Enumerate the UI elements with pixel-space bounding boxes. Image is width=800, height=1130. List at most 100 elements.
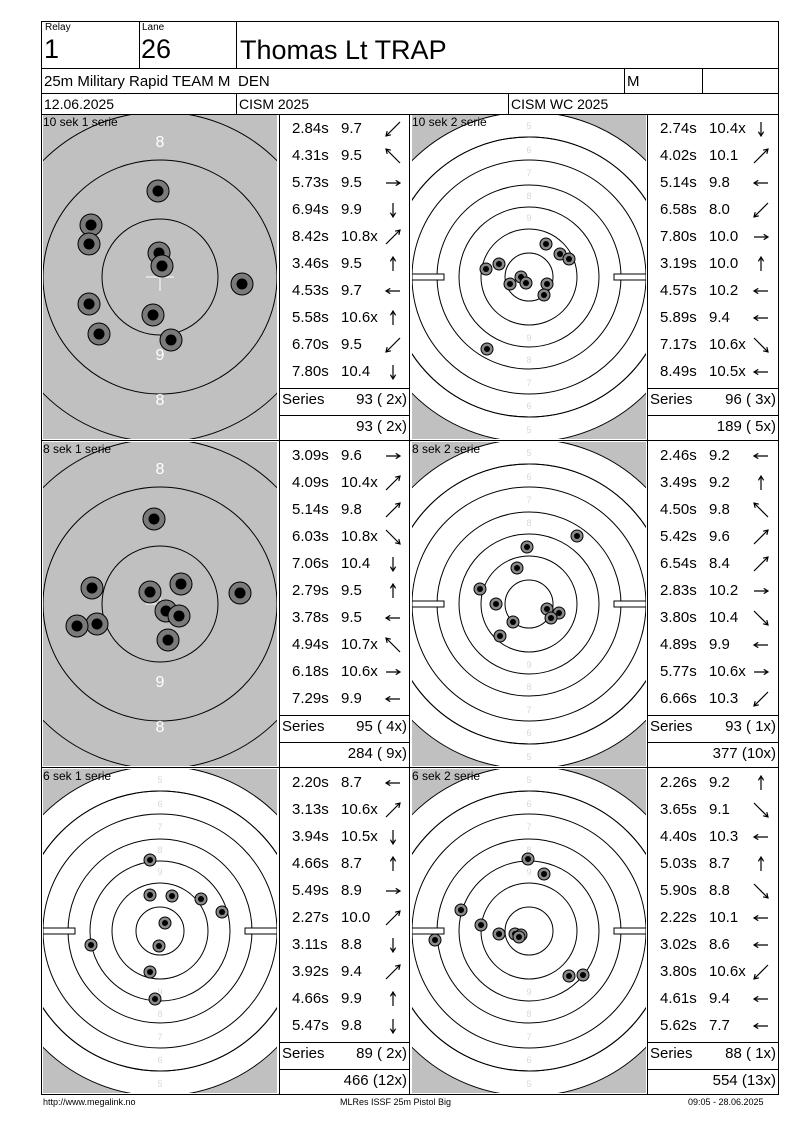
- shot-row: 3.65s 9.1: [648, 799, 778, 821]
- shot-score: 8.7: [341, 855, 362, 872]
- shot-score: 8.7: [341, 774, 362, 791]
- series-total: 93 ( 2x): [356, 391, 407, 408]
- shot-score: 10.6x: [709, 963, 746, 980]
- footer-url: http://www.megalink.no: [43, 1097, 136, 1107]
- direction-arrow-icon: [384, 636, 402, 654]
- shot-score: 10.0: [709, 228, 739, 245]
- shot-time: 6.54s: [660, 555, 697, 572]
- bullet-hole: [80, 576, 104, 600]
- svg-text:7: 7: [526, 822, 531, 832]
- shot-time: 5.47s: [292, 1017, 329, 1034]
- shot-score: 8.8: [341, 936, 362, 953]
- shot-row: 3.80s 10.4: [648, 607, 778, 629]
- shot-score: 10.4: [341, 555, 371, 572]
- shot-score: 10.8x: [341, 528, 378, 545]
- svg-text:7: 7: [526, 495, 531, 505]
- shot-score: 10.6x: [709, 336, 746, 353]
- direction-arrow-icon: [384, 555, 402, 573]
- shot-time: 5.73s: [292, 174, 329, 191]
- direction-arrow-icon: [384, 609, 402, 627]
- shot-row: 5.14s 9.8: [648, 172, 778, 194]
- svg-text:6: 6: [526, 145, 531, 155]
- shot-row: 4.66s 9.9: [280, 988, 409, 1010]
- shot-time: 4.40s: [660, 828, 697, 845]
- shot-row: 5.89s 9.4: [648, 307, 778, 329]
- direction-arrow-icon: [384, 228, 402, 246]
- shot-time: 6.66s: [660, 690, 697, 707]
- shot-time: 5.14s: [292, 501, 329, 518]
- direction-arrow-icon: [752, 963, 770, 981]
- shot-score: 9.9: [341, 990, 362, 1007]
- cumulative-total: 93 ( 2x): [356, 418, 407, 435]
- shot-score: 9.6: [709, 528, 730, 545]
- series-total: 96 ( 3x): [725, 391, 776, 408]
- bullet-hole: [493, 629, 507, 643]
- shot-time: 7.17s: [660, 336, 697, 353]
- shot-row: 7.06s 10.4: [280, 553, 409, 575]
- shot-row: 6.66s 10.3: [648, 688, 778, 710]
- shot-row: 5.62s 7.7: [648, 1015, 778, 1037]
- bullet-hole: [79, 213, 103, 237]
- shot-score: 10.1: [709, 147, 739, 164]
- svg-text:7: 7: [157, 822, 162, 832]
- direction-arrow-icon: [384, 201, 402, 219]
- shot-score: 9.2: [709, 774, 730, 791]
- bullet-hole: [537, 288, 551, 302]
- shot-score: 9.4: [709, 309, 730, 326]
- shot-time: 4.94s: [292, 636, 329, 653]
- ring-number: 8: [156, 461, 165, 478]
- shot-time: 3.13s: [292, 801, 329, 818]
- shot-time: 5.62s: [660, 1017, 697, 1034]
- bullet-hole: [84, 938, 98, 952]
- shot-row: 5.90s 8.8: [648, 880, 778, 902]
- direction-arrow-icon: [752, 555, 770, 573]
- shot-time: 2.22s: [660, 909, 697, 926]
- direction-arrow-icon: [752, 855, 770, 873]
- direction-arrow-icon: [752, 309, 770, 327]
- shot-row: 6.94s 9.9: [280, 199, 409, 221]
- bullet-hole: [503, 277, 517, 291]
- direction-arrow-icon: [384, 120, 402, 138]
- direction-arrow-icon: [384, 663, 402, 681]
- cumulative-total: 377 (10x): [712, 745, 776, 762]
- shot-time: 2.79s: [292, 582, 329, 599]
- shot-time: 2.83s: [660, 582, 697, 599]
- shot-time: 3.11s: [292, 936, 328, 953]
- direction-arrow-icon: [752, 609, 770, 627]
- bullet-hole: [230, 272, 254, 296]
- shot-score: 10.7x: [341, 636, 378, 653]
- svg-text:7: 7: [526, 1032, 531, 1042]
- shooter-name: Thomas Lt TRAP: [240, 35, 447, 65]
- shot-time: 5.14s: [660, 174, 697, 191]
- svg-text:8: 8: [526, 355, 531, 365]
- shot-time: 3.94s: [292, 828, 329, 845]
- shot-row: 3.78s 9.5: [280, 607, 409, 629]
- series-total-label: Series: [282, 1045, 325, 1062]
- svg-text:8: 8: [526, 518, 531, 528]
- ring-number: 8: [156, 134, 165, 151]
- direction-arrow-icon: [384, 801, 402, 819]
- svg-text:9: 9: [526, 987, 531, 997]
- shot-score: 9.4: [709, 990, 730, 1007]
- shot-time: 2.74s: [660, 120, 697, 137]
- direction-arrow-icon: [752, 336, 770, 354]
- bullet-hole: [146, 179, 170, 203]
- direction-arrow-icon: [384, 501, 402, 519]
- direction-arrow-icon: [384, 855, 402, 873]
- shot-row: 3.13s 10.6x: [280, 799, 409, 821]
- direction-arrow-icon: [384, 882, 402, 900]
- footer-software: MLRes ISSF 25m Pistol Big: [340, 1097, 452, 1107]
- svg-text:5: 5: [157, 775, 162, 785]
- shot-row: 2.74s 10.4x: [648, 118, 778, 140]
- direction-arrow-icon: [752, 636, 770, 654]
- svg-text:7: 7: [157, 1032, 162, 1042]
- bullet-hole: [152, 939, 166, 953]
- shot-score: 10.2: [709, 282, 739, 299]
- direction-arrow-icon: [752, 909, 770, 927]
- target-face: 5 6 7 8 9 9 8 7 6 5: [43, 769, 277, 1093]
- bullet-hole: [142, 507, 166, 531]
- ring-number: 9: [156, 347, 165, 364]
- cumulative-total: 466 (12x): [343, 1072, 407, 1089]
- direction-arrow-icon: [384, 363, 402, 381]
- bullet-hole: [77, 232, 101, 256]
